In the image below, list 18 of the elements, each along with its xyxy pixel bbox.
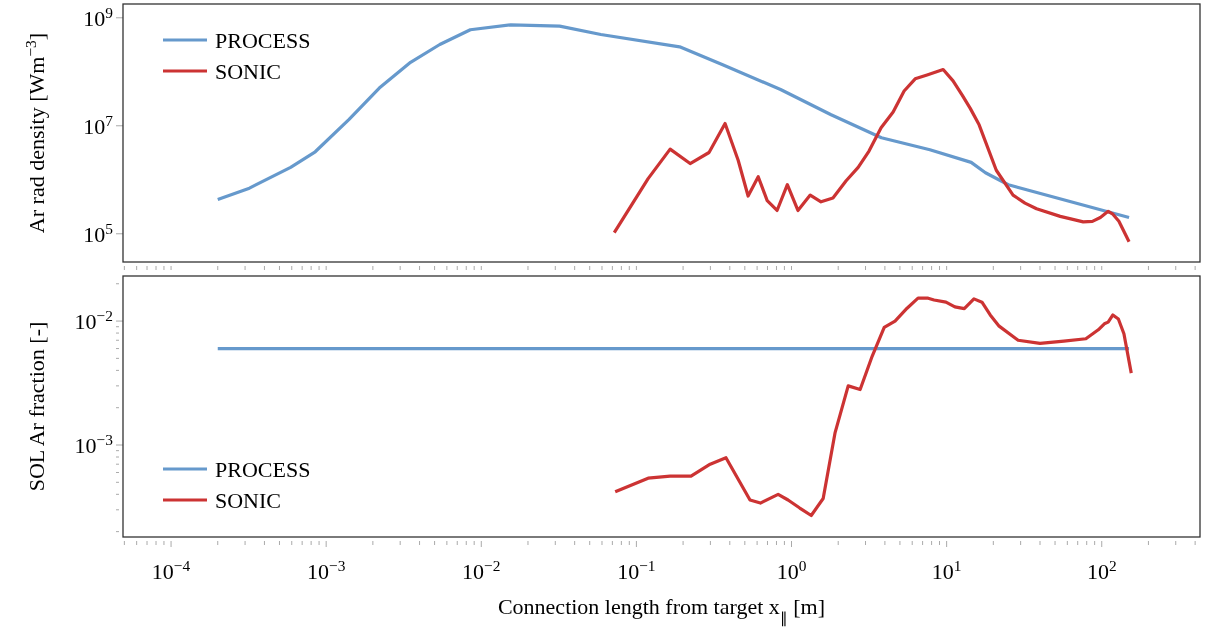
y-tick-label: 10$^{9}$ [83,3,114,31]
x-tick-label: 10$^{−2}$ [462,556,501,584]
x-tick-label: 10$^{−4}$ [151,556,191,584]
y-tick-label: 10$^{5}$ [83,219,114,247]
x-axis-title: Connection length from target x$_{∥}$ [m] [497,594,826,627]
x-tick-label: 10$^{1}$ [931,556,962,584]
y-tick-label: 10$^{−2}$ [74,306,113,335]
legend-label: SONIC [215,59,282,84]
legend-label: PROCESS [215,28,311,53]
y-tick-label: 10$^{−3}$ [74,430,114,458]
x-tick-label: 10$^{−1}$ [617,556,656,584]
y-tick-label: 10$^{7}$ [83,111,114,139]
legend-label: SONIC [215,488,282,513]
x-tick-label: 10$^{2}$ [1086,556,1117,584]
x-tick-label: 10$^{−3}$ [306,556,346,584]
legend-label: PROCESS [215,457,311,482]
x-tick-label: 10$^{0}$ [776,556,807,584]
y-axis-title: SOL Ar fraction [-] [24,321,49,492]
